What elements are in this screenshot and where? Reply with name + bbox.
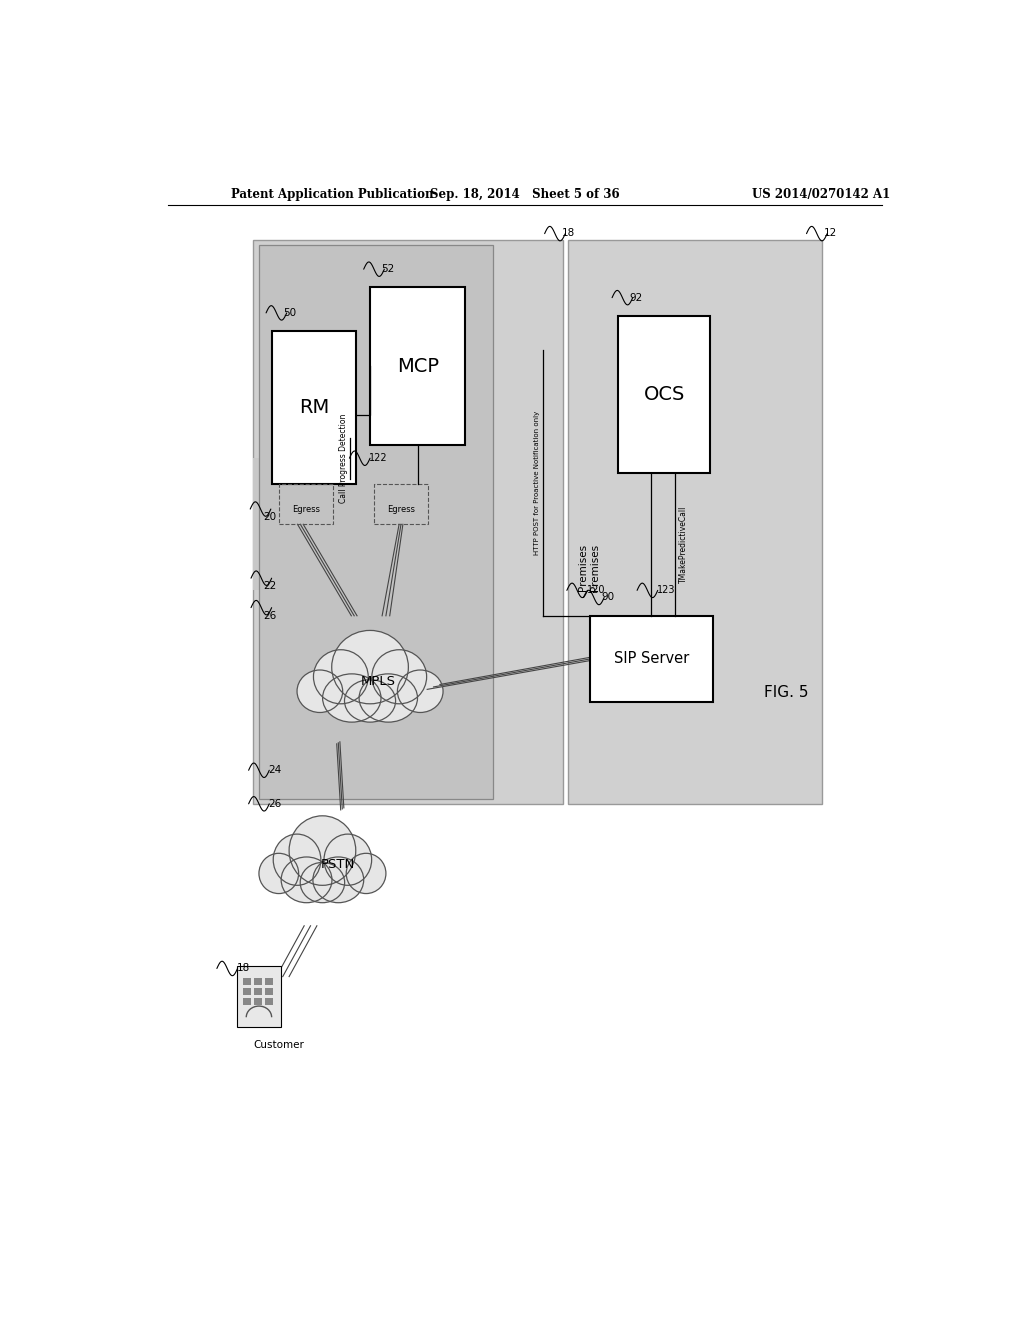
- Ellipse shape: [289, 816, 355, 886]
- Ellipse shape: [324, 834, 372, 886]
- Bar: [265, 987, 273, 995]
- Bar: [265, 998, 273, 1005]
- Ellipse shape: [273, 834, 321, 886]
- Text: 22: 22: [263, 581, 276, 591]
- Text: TMakePredictiveCall: TMakePredictiveCall: [679, 506, 688, 583]
- Bar: [568, 240, 822, 804]
- Text: Call Progress Detection: Call Progress Detection: [339, 413, 348, 503]
- Bar: [590, 615, 713, 702]
- Text: Premises: Premises: [578, 544, 588, 591]
- Text: 20: 20: [263, 512, 276, 523]
- Text: Customer: Customer: [253, 1040, 304, 1049]
- Text: Patent Application Publication: Patent Application Publication: [231, 189, 434, 202]
- Ellipse shape: [397, 671, 443, 713]
- Text: 18: 18: [237, 964, 250, 973]
- Ellipse shape: [344, 680, 395, 722]
- Ellipse shape: [359, 675, 418, 722]
- Bar: [253, 240, 563, 804]
- Bar: [253, 458, 487, 590]
- Ellipse shape: [372, 649, 427, 704]
- Text: 26: 26: [268, 799, 282, 809]
- Ellipse shape: [300, 862, 345, 903]
- Text: PSTN: PSTN: [322, 858, 355, 871]
- Ellipse shape: [297, 671, 343, 713]
- Text: 26: 26: [263, 611, 276, 620]
- Bar: [254, 998, 262, 1005]
- Text: RM: RM: [299, 397, 330, 417]
- Text: MPLS: MPLS: [360, 676, 395, 688]
- Text: Premises: Premises: [591, 544, 600, 591]
- Bar: [243, 987, 251, 995]
- Bar: [618, 315, 710, 474]
- Text: 90: 90: [601, 593, 614, 602]
- Text: 50: 50: [284, 308, 297, 318]
- Text: MCP: MCP: [396, 356, 438, 376]
- Text: FIG. 5: FIG. 5: [765, 685, 809, 700]
- Text: HTTP POST for Proactive Notification only: HTTP POST for Proactive Notification onl…: [534, 411, 540, 556]
- Ellipse shape: [332, 631, 409, 704]
- Text: 24: 24: [268, 766, 282, 775]
- Ellipse shape: [313, 857, 364, 903]
- Text: 123: 123: [657, 585, 676, 595]
- Bar: [370, 288, 465, 445]
- Text: OCS: OCS: [643, 385, 685, 404]
- Text: 92: 92: [630, 293, 643, 302]
- Ellipse shape: [346, 853, 386, 894]
- Text: Egress: Egress: [387, 504, 415, 513]
- Bar: [259, 244, 493, 799]
- Ellipse shape: [282, 857, 332, 903]
- Text: US 2014/0270142 A1: US 2014/0270142 A1: [752, 189, 890, 202]
- Bar: [254, 978, 262, 985]
- Ellipse shape: [313, 649, 369, 704]
- Text: 52: 52: [381, 264, 394, 275]
- Bar: [237, 966, 282, 1027]
- Text: 12: 12: [824, 227, 838, 238]
- Bar: [272, 331, 355, 483]
- Ellipse shape: [323, 675, 381, 722]
- Bar: [243, 978, 251, 985]
- Bar: [279, 483, 333, 524]
- Text: 120: 120: [587, 585, 605, 595]
- Ellipse shape: [259, 853, 299, 894]
- Bar: [265, 978, 273, 985]
- Bar: [374, 483, 428, 524]
- Bar: [254, 987, 262, 995]
- Text: Egress: Egress: [292, 504, 319, 513]
- Text: 122: 122: [370, 453, 388, 463]
- Text: SIP Server: SIP Server: [613, 652, 689, 667]
- Text: Sep. 18, 2014   Sheet 5 of 36: Sep. 18, 2014 Sheet 5 of 36: [430, 189, 620, 202]
- Bar: [243, 998, 251, 1005]
- Text: 18: 18: [562, 227, 575, 238]
